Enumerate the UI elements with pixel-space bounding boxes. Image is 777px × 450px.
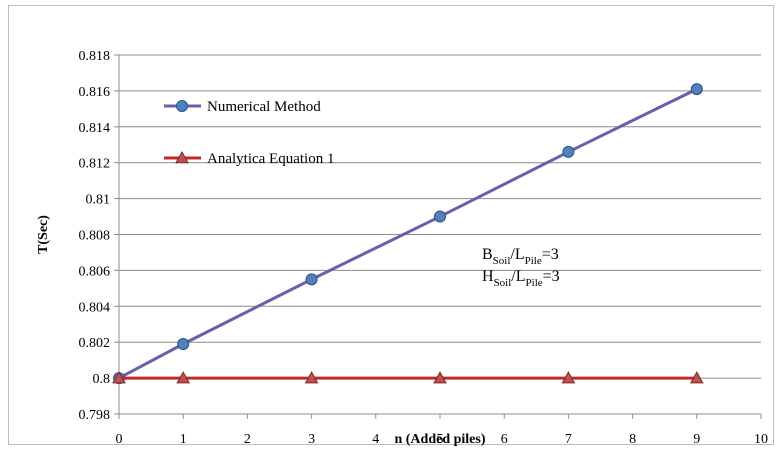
line-chart: 0.798 0.8 0.802 0.804 0.806 0.808 0.81 0.812 0.8… bbox=[36, 49, 769, 446]
x-tick-label: 5 bbox=[437, 432, 444, 446]
legend-label: Numerical Method bbox=[207, 99, 321, 115]
data-point bbox=[690, 83, 703, 96]
x-tick-label: 6 bbox=[501, 432, 508, 446]
x-tick-label: 7 bbox=[565, 432, 572, 446]
annotation-part: /L bbox=[510, 246, 524, 263]
data-point bbox=[304, 371, 319, 384]
x-tick-label: 8 bbox=[629, 432, 636, 446]
annotation-part: =3 bbox=[543, 268, 560, 285]
legend-label: Analytica Equation 1 bbox=[207, 151, 334, 167]
annotation-part: Soil bbox=[494, 277, 512, 289]
x-tick-label: 9 bbox=[693, 432, 700, 446]
legend: Numerical Method Analytica Equation 1 bbox=[164, 99, 334, 167]
y-tick-label: 0.8 bbox=[93, 372, 111, 387]
data-point bbox=[562, 145, 575, 158]
x-tick-label: 2 bbox=[244, 432, 251, 446]
y-tick-label: 0.816 bbox=[79, 85, 111, 100]
legend-marker bbox=[175, 150, 189, 164]
x-tick-label: 1 bbox=[180, 432, 187, 446]
y-tick-label: 0.808 bbox=[79, 229, 111, 244]
chart-area: 0.798 0.8 0.802 0.804 0.806 0.808 0.81 0.812 0.8… bbox=[8, 5, 774, 446]
x-tick-label: 10 bbox=[754, 432, 768, 446]
annotation-part: H bbox=[482, 268, 494, 285]
series-0 bbox=[113, 83, 703, 385]
y-tick-labels: 0.798 0.8 0.802 0.804 0.806 0.808 0.81 0.812 0.8… bbox=[79, 49, 111, 423]
annotation-part: B bbox=[482, 246, 493, 263]
y-axis-title: T(Sec) bbox=[36, 215, 51, 254]
data-point bbox=[176, 371, 191, 384]
annotation-part: Pile bbox=[525, 255, 542, 267]
data-point bbox=[112, 371, 126, 384]
annotation-line: HSoil/LPile=3 bbox=[482, 268, 560, 289]
y-tick-label: 0.81 bbox=[86, 193, 111, 208]
y-tick-label: 0.804 bbox=[79, 300, 111, 315]
legend-item: Analytica Equation 1 bbox=[164, 150, 334, 167]
x-tick-label: 3 bbox=[308, 432, 315, 446]
legend-item: Numerical Method bbox=[164, 99, 321, 115]
data-point bbox=[434, 210, 446, 223]
series-line bbox=[118, 87, 698, 380]
data-point bbox=[305, 273, 318, 286]
annotation-line: BSoil/LPile=3 bbox=[482, 246, 559, 267]
data-point bbox=[433, 371, 447, 384]
data-point bbox=[177, 337, 190, 350]
data-point bbox=[561, 371, 576, 384]
y-tick-label: 0.798 bbox=[79, 408, 111, 423]
annotation-part: Soil bbox=[493, 255, 511, 267]
annotation-part: Pile bbox=[526, 277, 543, 289]
annotation-part: /L bbox=[511, 268, 525, 285]
x-tick-labels: 0 1 2 3 4 5 6 7 8 9 10 bbox=[116, 432, 769, 446]
x-tick-label: 4 bbox=[372, 432, 379, 446]
series-1 bbox=[112, 371, 704, 384]
y-tick-label: 0.814 bbox=[79, 121, 111, 136]
x-axis-title: n (Added piles) bbox=[394, 432, 485, 446]
legend-marker bbox=[176, 100, 188, 112]
data-point bbox=[689, 371, 704, 384]
series-layer bbox=[112, 83, 704, 385]
gridlines bbox=[119, 54, 761, 379]
annotation-part: =3 bbox=[542, 246, 559, 263]
y-tick-label: 0.812 bbox=[79, 157, 111, 172]
y-tick-label: 0.802 bbox=[79, 336, 111, 351]
y-tick-label: 0.818 bbox=[79, 49, 111, 64]
y-tick-label: 0.806 bbox=[79, 264, 111, 279]
x-tick-label: 0 bbox=[116, 432, 123, 446]
